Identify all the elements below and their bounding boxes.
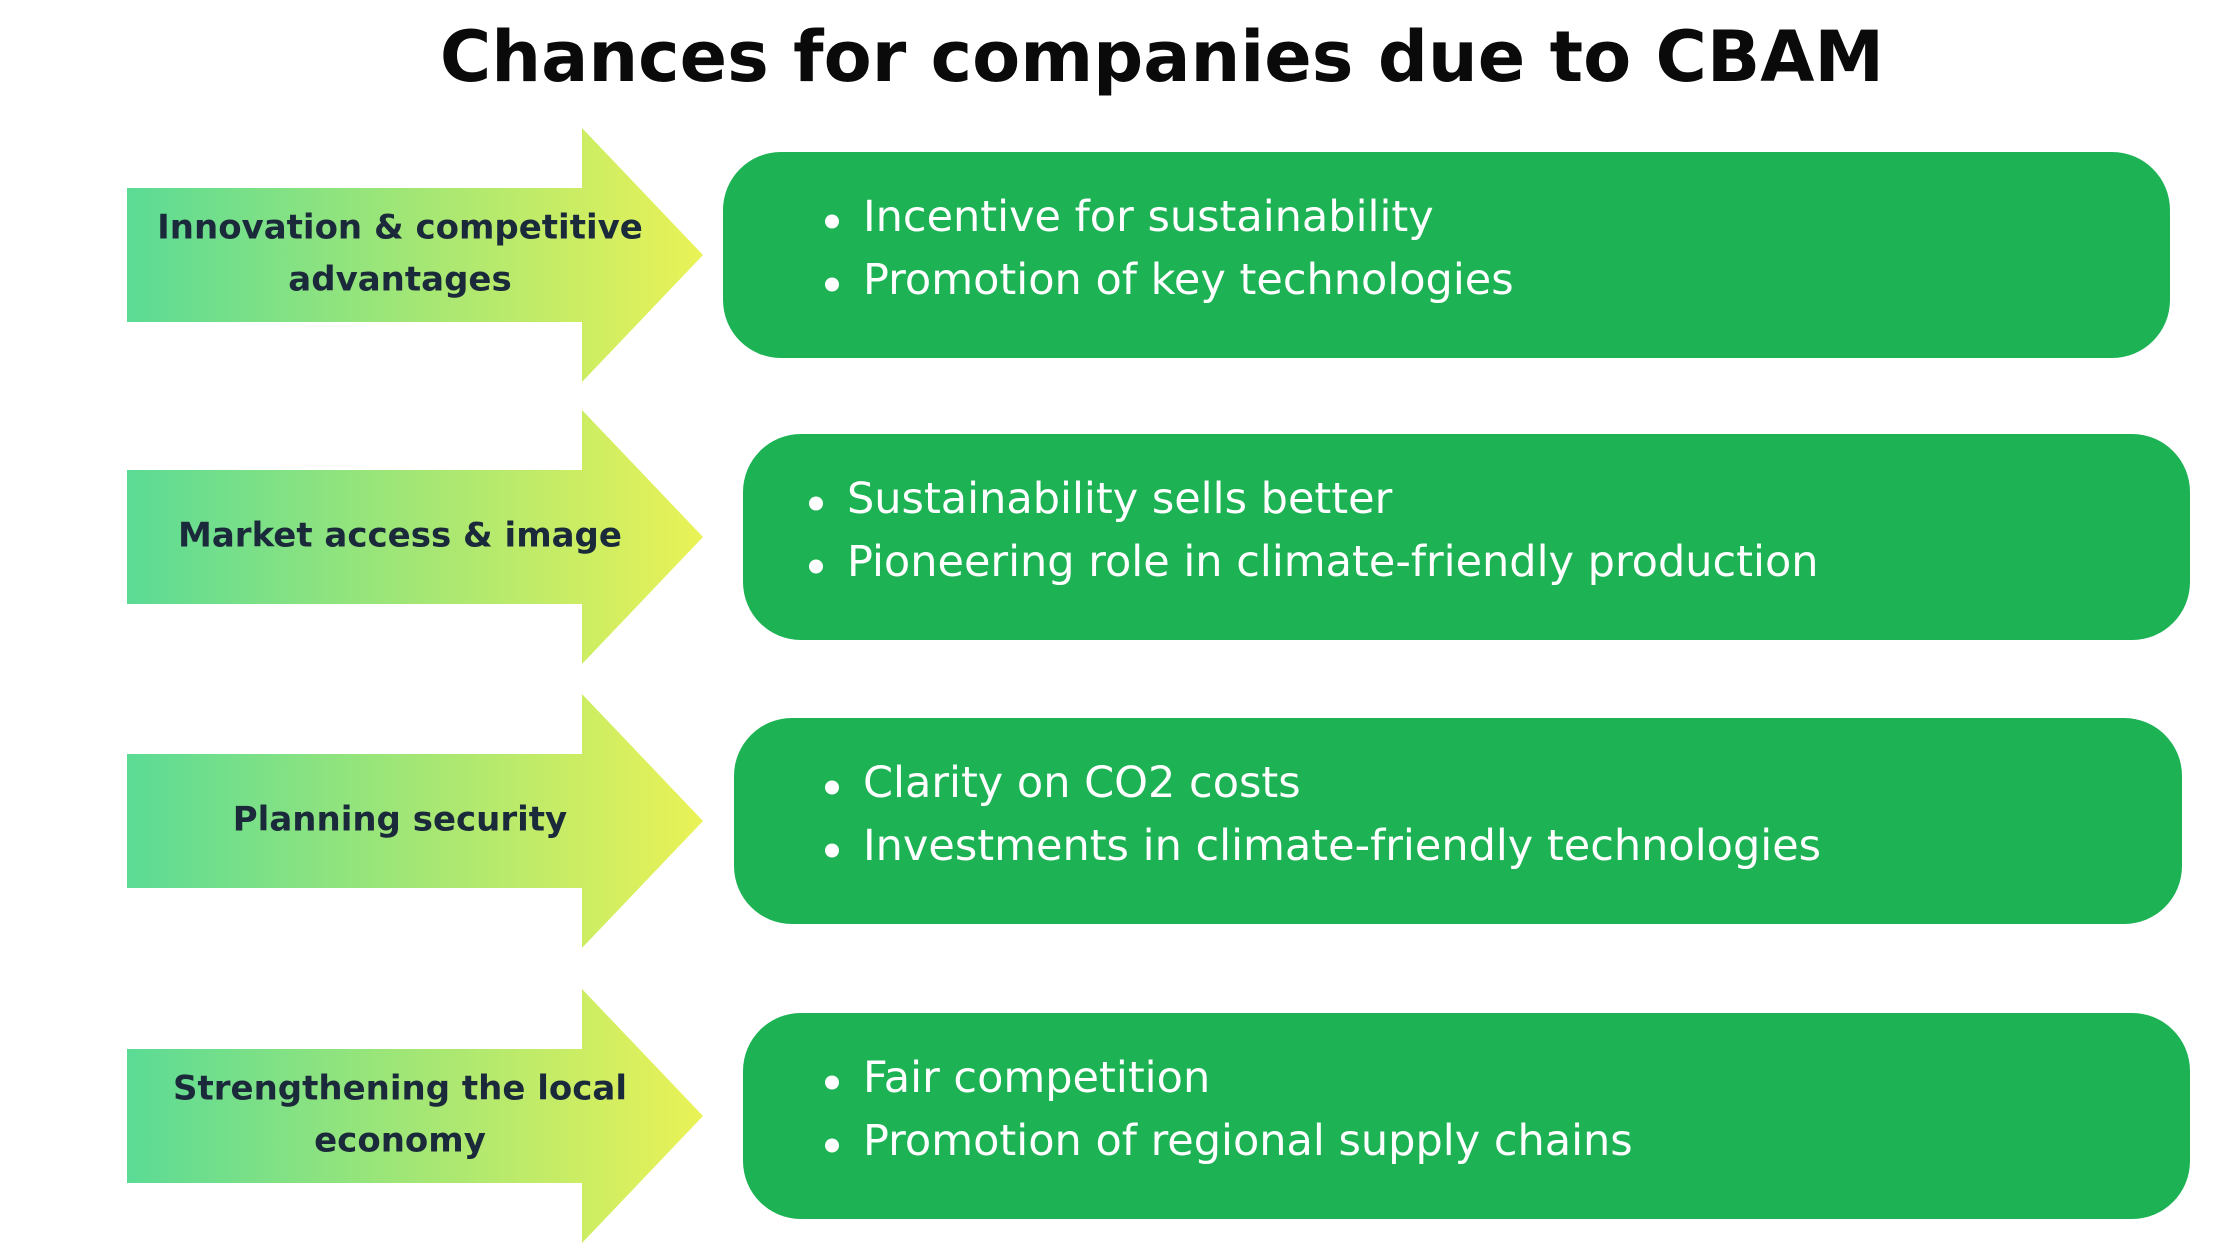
item-text: Sustainability sells better <box>847 474 1393 524</box>
arrow-label: Planning security <box>233 800 567 840</box>
arrow-label: advantages <box>288 260 511 300</box>
bullet <box>825 780 839 795</box>
item-text: Incentive for sustainability <box>863 192 1434 242</box>
item-text: Pioneering role in climate-friendly prod… <box>847 537 1819 587</box>
arrow-label: Strengthening the local <box>173 1069 627 1109</box>
arrow <box>127 128 703 382</box>
title: Chances for companies due to CBAM <box>440 16 1884 98</box>
arrow-label: economy <box>314 1121 486 1161</box>
bullet <box>825 277 839 292</box>
item-text: Promotion of regional supply chains <box>863 1116 1633 1166</box>
item-text: Clarity on CO2 costs <box>863 758 1301 808</box>
bullet <box>809 496 823 511</box>
bullet <box>825 843 839 858</box>
item-box <box>743 1013 2190 1219</box>
bullet <box>825 1138 839 1153</box>
bullet <box>825 1075 839 1090</box>
arrow-label: Market access & image <box>178 516 622 556</box>
arrow-label: Innovation & competitive <box>157 208 643 248</box>
item-text: Promotion of key technologies <box>863 255 1514 305</box>
arrow <box>127 694 703 948</box>
item-box <box>734 718 2182 924</box>
arrow <box>127 989 703 1243</box>
item-box <box>723 152 2170 358</box>
bullet <box>809 559 823 574</box>
item-text: Fair competition <box>863 1053 1210 1103</box>
arrow <box>127 410 703 664</box>
item-box <box>743 434 2190 640</box>
bullet <box>825 214 839 229</box>
item-text: Investments in climate-friendly technolo… <box>863 821 1821 871</box>
